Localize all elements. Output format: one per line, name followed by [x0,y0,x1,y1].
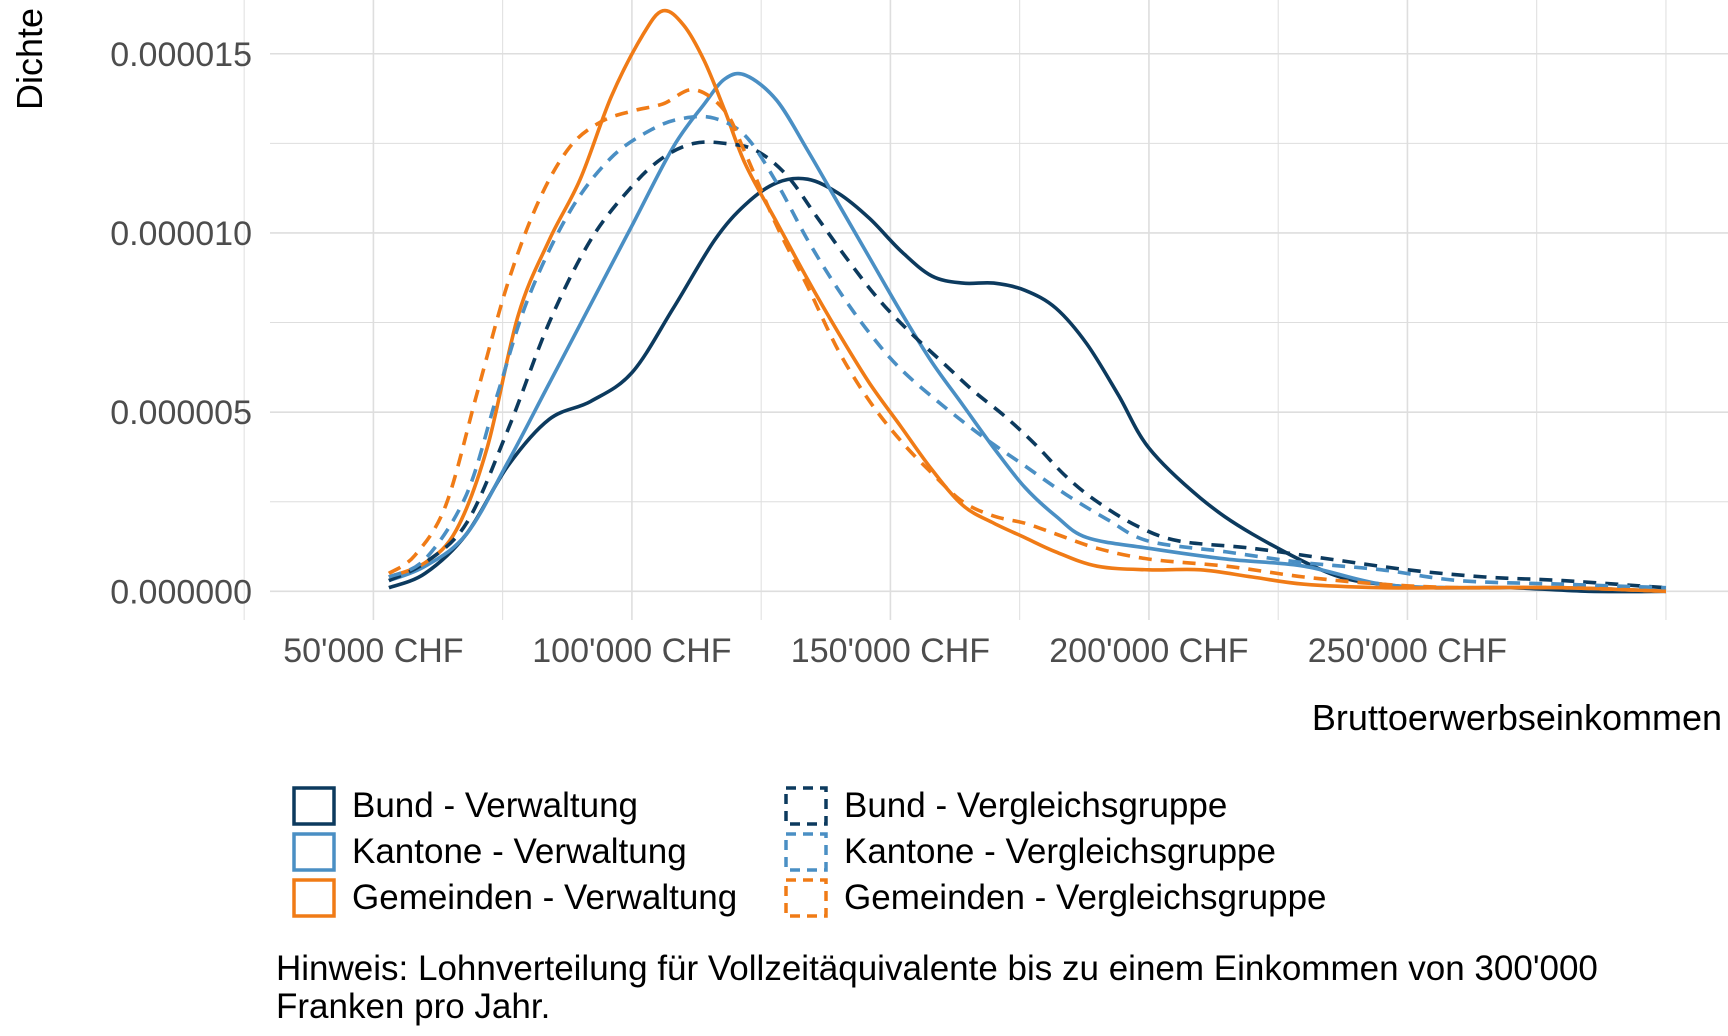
legend-item-bund-vergleichsgruppe: Bund - Vergleichsgruppe [784,785,1344,827]
legend-item-kantone-verwaltung: Kantone - Verwaltung [292,831,784,873]
series-line-kantone-vergleichsgruppe [388,114,1667,590]
legend-label: Kantone - Vergleichsgruppe [844,832,1276,871]
legend-key-bund-verwaltung [292,786,336,826]
legend-item-gemeinden-vergleichsgruppe: Gemeinden - Vergleichsgruppe [784,877,1344,919]
y-tick-label: 0.000005 [110,394,252,432]
grid-lines [243,0,1728,620]
legend-key-bund-vergleichsgruppe [784,786,828,826]
legend-key-kantone-verwaltung [292,832,336,872]
legend-label: Kantone - Verwaltung [352,832,687,871]
legend-label: Bund - Verwaltung [352,786,639,825]
legend-key-gemeinden-vergleichsgruppe [784,878,828,918]
legend-item-gemeinden-verwaltung: Gemeinden - Verwaltung [292,877,784,919]
density-chart: 50'000 CHF 100'000 CHF 150'000 CHF 200'000 … [9,0,1728,738]
chart-note: Hinweis: Lohnverteilung für Vollzeitäqui… [276,949,1598,1026]
series-line-gemeinden-verwaltung [388,8,1667,594]
series-line-gemeinden-vergleichsgruppe [387,87,1667,594]
y-tick-label: 0.000000 [110,573,252,611]
y-tick-label: 0.000015 [110,36,252,74]
series-line-bund-verwaltung [388,176,1667,594]
legend-label: Gemeinden - Verwaltung [352,878,738,917]
x-tick-label: 150'000 CHF [791,632,990,670]
x-tick-label: 50'000 CHF [283,632,463,670]
density-curves [387,8,1667,594]
legend-label: Bund - Vergleichsgruppe [844,786,1228,825]
series-line-bund-vergleichsgruppe [388,140,1667,590]
legend-key-gemeinden-verwaltung [292,878,336,918]
legend-label: Gemeinden - Vergleichsgruppe [844,878,1327,917]
legend-item-bund-verwaltung: Bund - Verwaltung [292,785,784,827]
x-tick-label: 250'000 CHF [1308,632,1507,670]
axis-tick-labels: 50'000 CHF 100'000 CHF 150'000 CHF 200'000 … [110,36,1507,670]
legend: Bund - Verwaltung Bund - Vergleichsgrupp… [292,785,1344,919]
x-tick-label: 200'000 CHF [1049,632,1248,670]
x-tick-label: 100'000 CHF [532,632,731,670]
legend-key-kantone-vergleichsgruppe [784,832,828,872]
x-axis-title: Bruttoerwerbseinkommen [1312,697,1722,738]
series-line-kantone-verwaltung [388,71,1667,594]
legend-item-kantone-vergleichsgruppe: Kantone - Vergleichsgruppe [784,831,1344,873]
y-axis-title: Dichte [9,8,50,110]
y-tick-label: 0.000010 [110,215,252,253]
